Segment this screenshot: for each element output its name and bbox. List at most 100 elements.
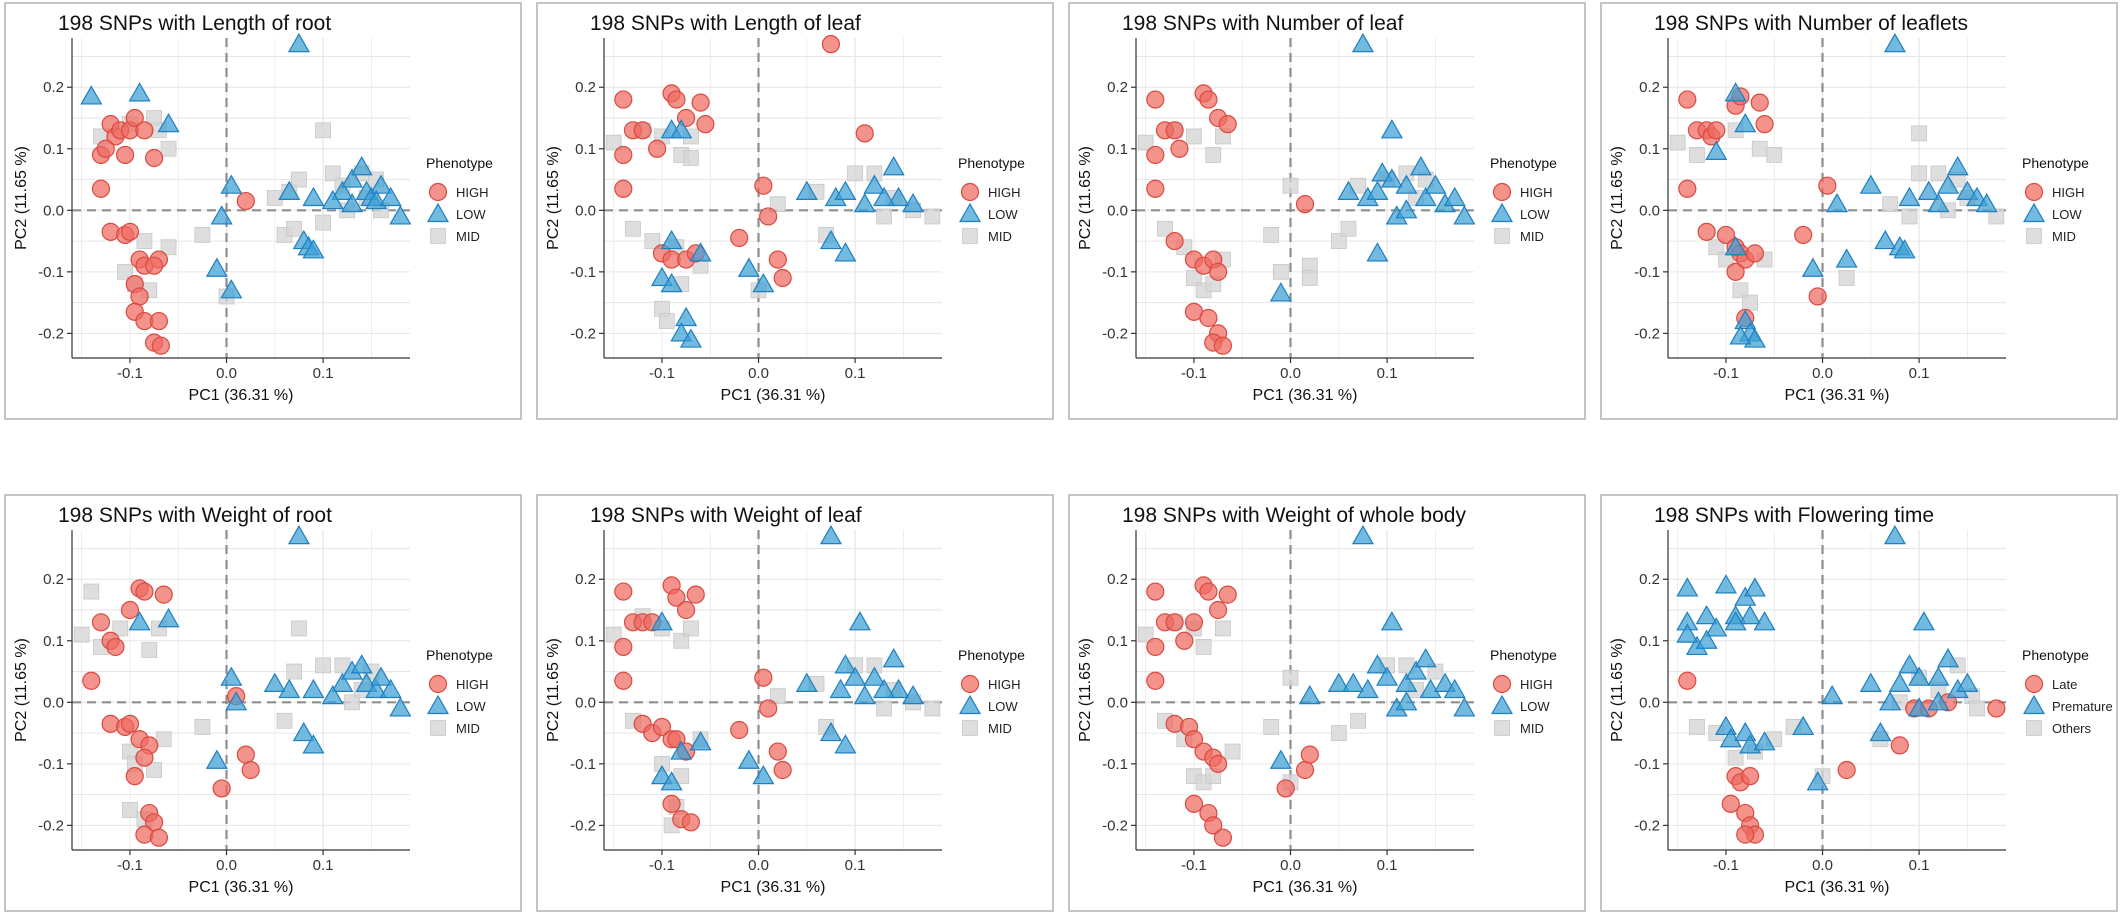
data-point-circle — [1146, 145, 1165, 165]
y-tick-label: 0.2 — [1639, 79, 1660, 96]
data-point-triangle — [795, 672, 818, 692]
data-point-square — [1263, 227, 1280, 243]
data-point-triangle — [369, 174, 393, 194]
data-point-triangle — [1695, 604, 1718, 625]
data-point-triangle — [1443, 678, 1466, 699]
data-point-triangle — [1351, 524, 1374, 545]
data-point-triangle — [225, 691, 248, 711]
data-point-circle — [1146, 637, 1165, 657]
data-point-circle — [212, 779, 231, 798]
data-point-triangle — [1859, 672, 1882, 692]
data-point-triangle — [1874, 229, 1897, 250]
y-tick-label: 0.0 — [43, 202, 64, 219]
chart-panel-5: 198 SNPs with Weight of root -0.1 0.0 0.1 -0… — [4, 494, 522, 912]
data-point-circle — [1755, 115, 1774, 134]
data-point-triangle — [834, 242, 857, 262]
data-point-triangle — [1898, 186, 1921, 207]
data-point-circle — [1184, 613, 1204, 632]
legend-label: MID — [1520, 721, 1544, 736]
data-point-square — [769, 688, 786, 705]
data-point-triangle — [1753, 731, 1776, 751]
y-tick-label: 0.0 — [575, 694, 596, 711]
data-point-square — [1911, 125, 1927, 142]
x-tick-label: 0.0 — [748, 857, 769, 874]
data-point-square — [1215, 620, 1231, 637]
x-tick-label: 0.0 — [1280, 857, 1301, 874]
y-tick-label: 0.0 — [43, 694, 64, 711]
y-tick-label: -0.1 — [1634, 756, 1660, 773]
data-point-circle — [120, 714, 140, 733]
legend-title: Phenotype — [2022, 155, 2089, 171]
y-tick-label: 0.1 — [1639, 633, 1660, 650]
data-point-triangle — [689, 731, 712, 751]
x-tick-label: 0.0 — [216, 857, 237, 874]
data-point-square — [924, 208, 941, 225]
data-point-circle — [91, 179, 111, 198]
data-point-circle — [1218, 585, 1237, 604]
data-point-square — [876, 208, 892, 225]
data-point-square — [291, 171, 307, 188]
data-point-square — [194, 719, 211, 735]
data-point-circle — [106, 637, 125, 657]
y-axis-label: PC2 (11.65 %) — [1077, 638, 1094, 742]
data-point-triangle — [1821, 684, 1844, 705]
legend-key-circle — [2024, 182, 2044, 202]
data-point-square — [1988, 208, 2005, 225]
data-point-square — [1969, 700, 1985, 717]
chart-svg-2: 198 SNPs with Length of leaf -0.1 0.0 0.1 -0… — [545, 12, 1025, 404]
legend-key-circle — [428, 182, 448, 202]
data-point-circle — [652, 717, 672, 737]
data-point-circle — [1837, 760, 1856, 780]
legend-label: HIGH — [1520, 185, 1553, 200]
data-point-triangle — [660, 229, 683, 250]
data-point-square — [1718, 251, 1734, 268]
y-tick-label: -0.1 — [570, 264, 596, 281]
data-point-circle — [1678, 179, 1697, 198]
data-point-triangle — [1298, 684, 1321, 705]
legend-key-square — [2026, 720, 2042, 736]
data-point-triangle — [873, 678, 896, 699]
legend-label: Premature — [2052, 699, 2113, 714]
data-point-triangle — [1327, 672, 1350, 692]
data-point-square — [1751, 140, 1768, 157]
data-point-circle — [116, 145, 135, 165]
data-point-square — [1689, 147, 1705, 163]
y-axis-label: PC2 (11.65 %) — [13, 146, 30, 250]
data-point-square — [291, 620, 307, 637]
chart-title: 198 SNPs with Length of root — [58, 12, 331, 35]
data-point-square — [146, 762, 162, 778]
chart-svg-8: 198 SNPs with Flowering time -0.1 0.0 0.1 -0… — [1609, 504, 2113, 896]
legend-title: Phenotype — [426, 155, 493, 171]
data-point-square — [1930, 165, 1947, 182]
chart-panel-2: 198 SNPs with Length of leaf -0.1 0.0 0.1 -0… — [536, 2, 1054, 420]
data-point-triangle — [1366, 242, 1389, 262]
legend-label: Others — [2052, 721, 2092, 736]
chart-panel-3: 198 SNPs with Number of leaf -0.1 0.0 0.1 -0… — [1068, 2, 1586, 420]
data-point-square — [73, 626, 90, 643]
x-tick-label: 0.1 — [1377, 857, 1398, 874]
legend-title: Phenotype — [2022, 647, 2089, 663]
data-point-square — [1272, 263, 1289, 280]
x-tick-label: 0.1 — [1377, 365, 1398, 382]
legend-label: LOW — [456, 699, 486, 714]
legend-label: HIGH — [988, 677, 1021, 692]
x-axis-label: PC1 (36.31 %) — [721, 879, 826, 896]
y-tick-label: 0.0 — [1639, 694, 1660, 711]
data-point-triangle — [369, 666, 393, 686]
data-point-circle — [82, 671, 101, 690]
y-tick-label: -0.1 — [1102, 264, 1128, 281]
legend-label: MID — [988, 721, 1012, 736]
data-point-circle — [614, 90, 633, 109]
y-axis-label: PC2 (11.65 %) — [1077, 146, 1094, 250]
legend-label: MID — [2052, 229, 2076, 244]
chart-title: 198 SNPs with Weight of root — [58, 504, 332, 527]
chart-svg-4: 198 SNPs with Number of leaflets -0.1 0.0 0… — [1609, 12, 2089, 404]
data-point-circle — [91, 613, 111, 632]
y-axis-label: PC2 (11.65 %) — [1609, 638, 1626, 742]
data-point-triangle — [1937, 174, 1960, 194]
data-point-square — [1882, 196, 1899, 213]
data-point-triangle — [1912, 611, 1935, 631]
data-point-triangle — [844, 666, 867, 686]
data-point-triangle — [752, 272, 775, 293]
y-tick-label: 0.1 — [43, 633, 64, 650]
